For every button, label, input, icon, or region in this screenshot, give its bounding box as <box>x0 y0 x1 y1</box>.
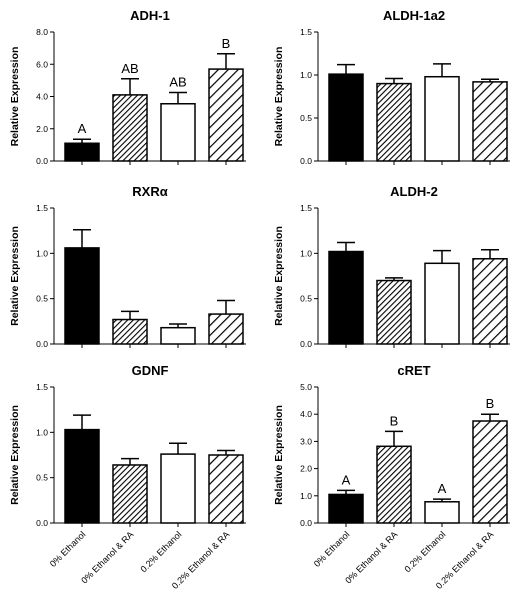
y-tick-label: 0.5 <box>300 113 312 123</box>
x-category-label: 0% Ethanol <box>312 529 352 569</box>
y-tick-label: 0.0 <box>300 518 312 528</box>
y-tick-label: 1.0 <box>36 427 48 437</box>
bar <box>112 94 148 162</box>
bar <box>424 501 460 524</box>
y-axis-label: Relative Expression <box>9 47 21 147</box>
bar <box>328 493 364 524</box>
bar <box>64 247 100 345</box>
bar <box>328 250 364 345</box>
y-tick-label: 6.0 <box>36 59 48 69</box>
chart-panel: ADH-1 Relative Expression 0.0 2.0 4.0 6.0 8.0 A… <box>9 8 246 166</box>
significance-label: B <box>390 413 399 428</box>
chart-panel: cRET Relative Expression 0.0 1.0 2.0 3.0 4.0 5.… <box>273 363 510 591</box>
chart-title: GDNF <box>132 363 169 378</box>
x-category-label: 0% Ethanol & RA <box>79 529 135 585</box>
significance-label: A <box>342 472 351 487</box>
x-category-label: 0.2% Ethanol <box>138 529 183 574</box>
chart-panel: RXRα Relative Expression 0.0 0.5 1.0 1.5 <box>9 184 246 349</box>
bar <box>328 73 364 162</box>
y-axis-label: Relative Expression <box>273 226 285 326</box>
y-axis-label: Relative Expression <box>9 405 21 505</box>
bar <box>208 454 244 524</box>
y-tick-label: 1.5 <box>36 203 48 213</box>
bar <box>376 279 412 345</box>
y-axis-label: Relative Expression <box>273 405 285 505</box>
chart-panel: ALDH-2 Relative Expression 0.0 0.5 1.0 1.5 <box>273 184 510 349</box>
bar <box>112 464 148 524</box>
y-tick-label: 1.5 <box>36 382 48 392</box>
y-tick-label: 0.5 <box>36 473 48 483</box>
y-tick-label: 8.0 <box>36 27 48 37</box>
y-tick-label: 0.0 <box>36 339 48 349</box>
x-category-label: 0% Ethanol & RA <box>343 529 399 585</box>
chart-title: ALDH-1a2 <box>383 8 445 23</box>
significance-label: B <box>222 36 231 51</box>
y-tick-label: 1.5 <box>300 27 312 37</box>
bar <box>112 318 148 345</box>
y-tick-label: 4.0 <box>300 409 312 419</box>
bar <box>472 81 508 162</box>
y-tick-label: 3.0 <box>300 436 312 446</box>
bar <box>376 445 412 524</box>
chart-title: ALDH-2 <box>390 184 438 199</box>
y-axis-label: Relative Expression <box>9 226 21 326</box>
chart-panel: ALDH-1a2 Relative Expression 0.0 0.5 1.0 1.5 <box>273 8 510 166</box>
significance-label: B <box>486 396 495 411</box>
significance-label: A <box>438 481 447 496</box>
bar <box>64 428 100 524</box>
bar <box>472 420 508 524</box>
y-tick-label: 1.5 <box>300 203 312 213</box>
bar <box>208 313 244 345</box>
y-tick-label: 0.5 <box>300 294 312 304</box>
x-category-label: 0% Ethanol <box>48 529 88 569</box>
y-tick-label: 0.0 <box>36 156 48 166</box>
bar <box>376 82 412 162</box>
y-tick-label: 1.0 <box>300 248 312 258</box>
x-category-label: 0.2% Ethanol <box>402 529 447 574</box>
y-tick-label: 2.0 <box>36 124 48 134</box>
bar <box>424 262 460 345</box>
bar <box>160 453 196 524</box>
y-tick-label: 0.0 <box>300 339 312 349</box>
chart-title: RXRα <box>132 184 167 199</box>
y-tick-label: 5.0 <box>300 382 312 392</box>
y-axis-label: Relative Expression <box>273 47 285 147</box>
bar <box>472 258 508 345</box>
y-tick-label: 0.0 <box>300 156 312 166</box>
bar <box>424 75 460 162</box>
y-tick-label: 1.0 <box>36 248 48 258</box>
significance-label: AB <box>169 74 186 89</box>
bar <box>160 103 196 162</box>
significance-label: AB <box>121 61 138 76</box>
bar <box>160 326 196 345</box>
chart-title: ADH-1 <box>130 8 170 23</box>
y-tick-label: 2.0 <box>300 464 312 474</box>
bar <box>64 142 100 162</box>
y-tick-label: 0.0 <box>36 518 48 528</box>
y-tick-label: 0.5 <box>36 294 48 304</box>
chart-title: cRET <box>397 363 430 378</box>
significance-label: A <box>78 121 87 136</box>
y-tick-label: 1.0 <box>300 491 312 501</box>
chart-panel: GDNF Relative Expression 0.0 0.5 1.0 1.5 0% Et… <box>9 363 246 591</box>
bar <box>208 68 244 162</box>
y-tick-label: 4.0 <box>36 92 48 102</box>
y-tick-label: 1.0 <box>300 70 312 80</box>
